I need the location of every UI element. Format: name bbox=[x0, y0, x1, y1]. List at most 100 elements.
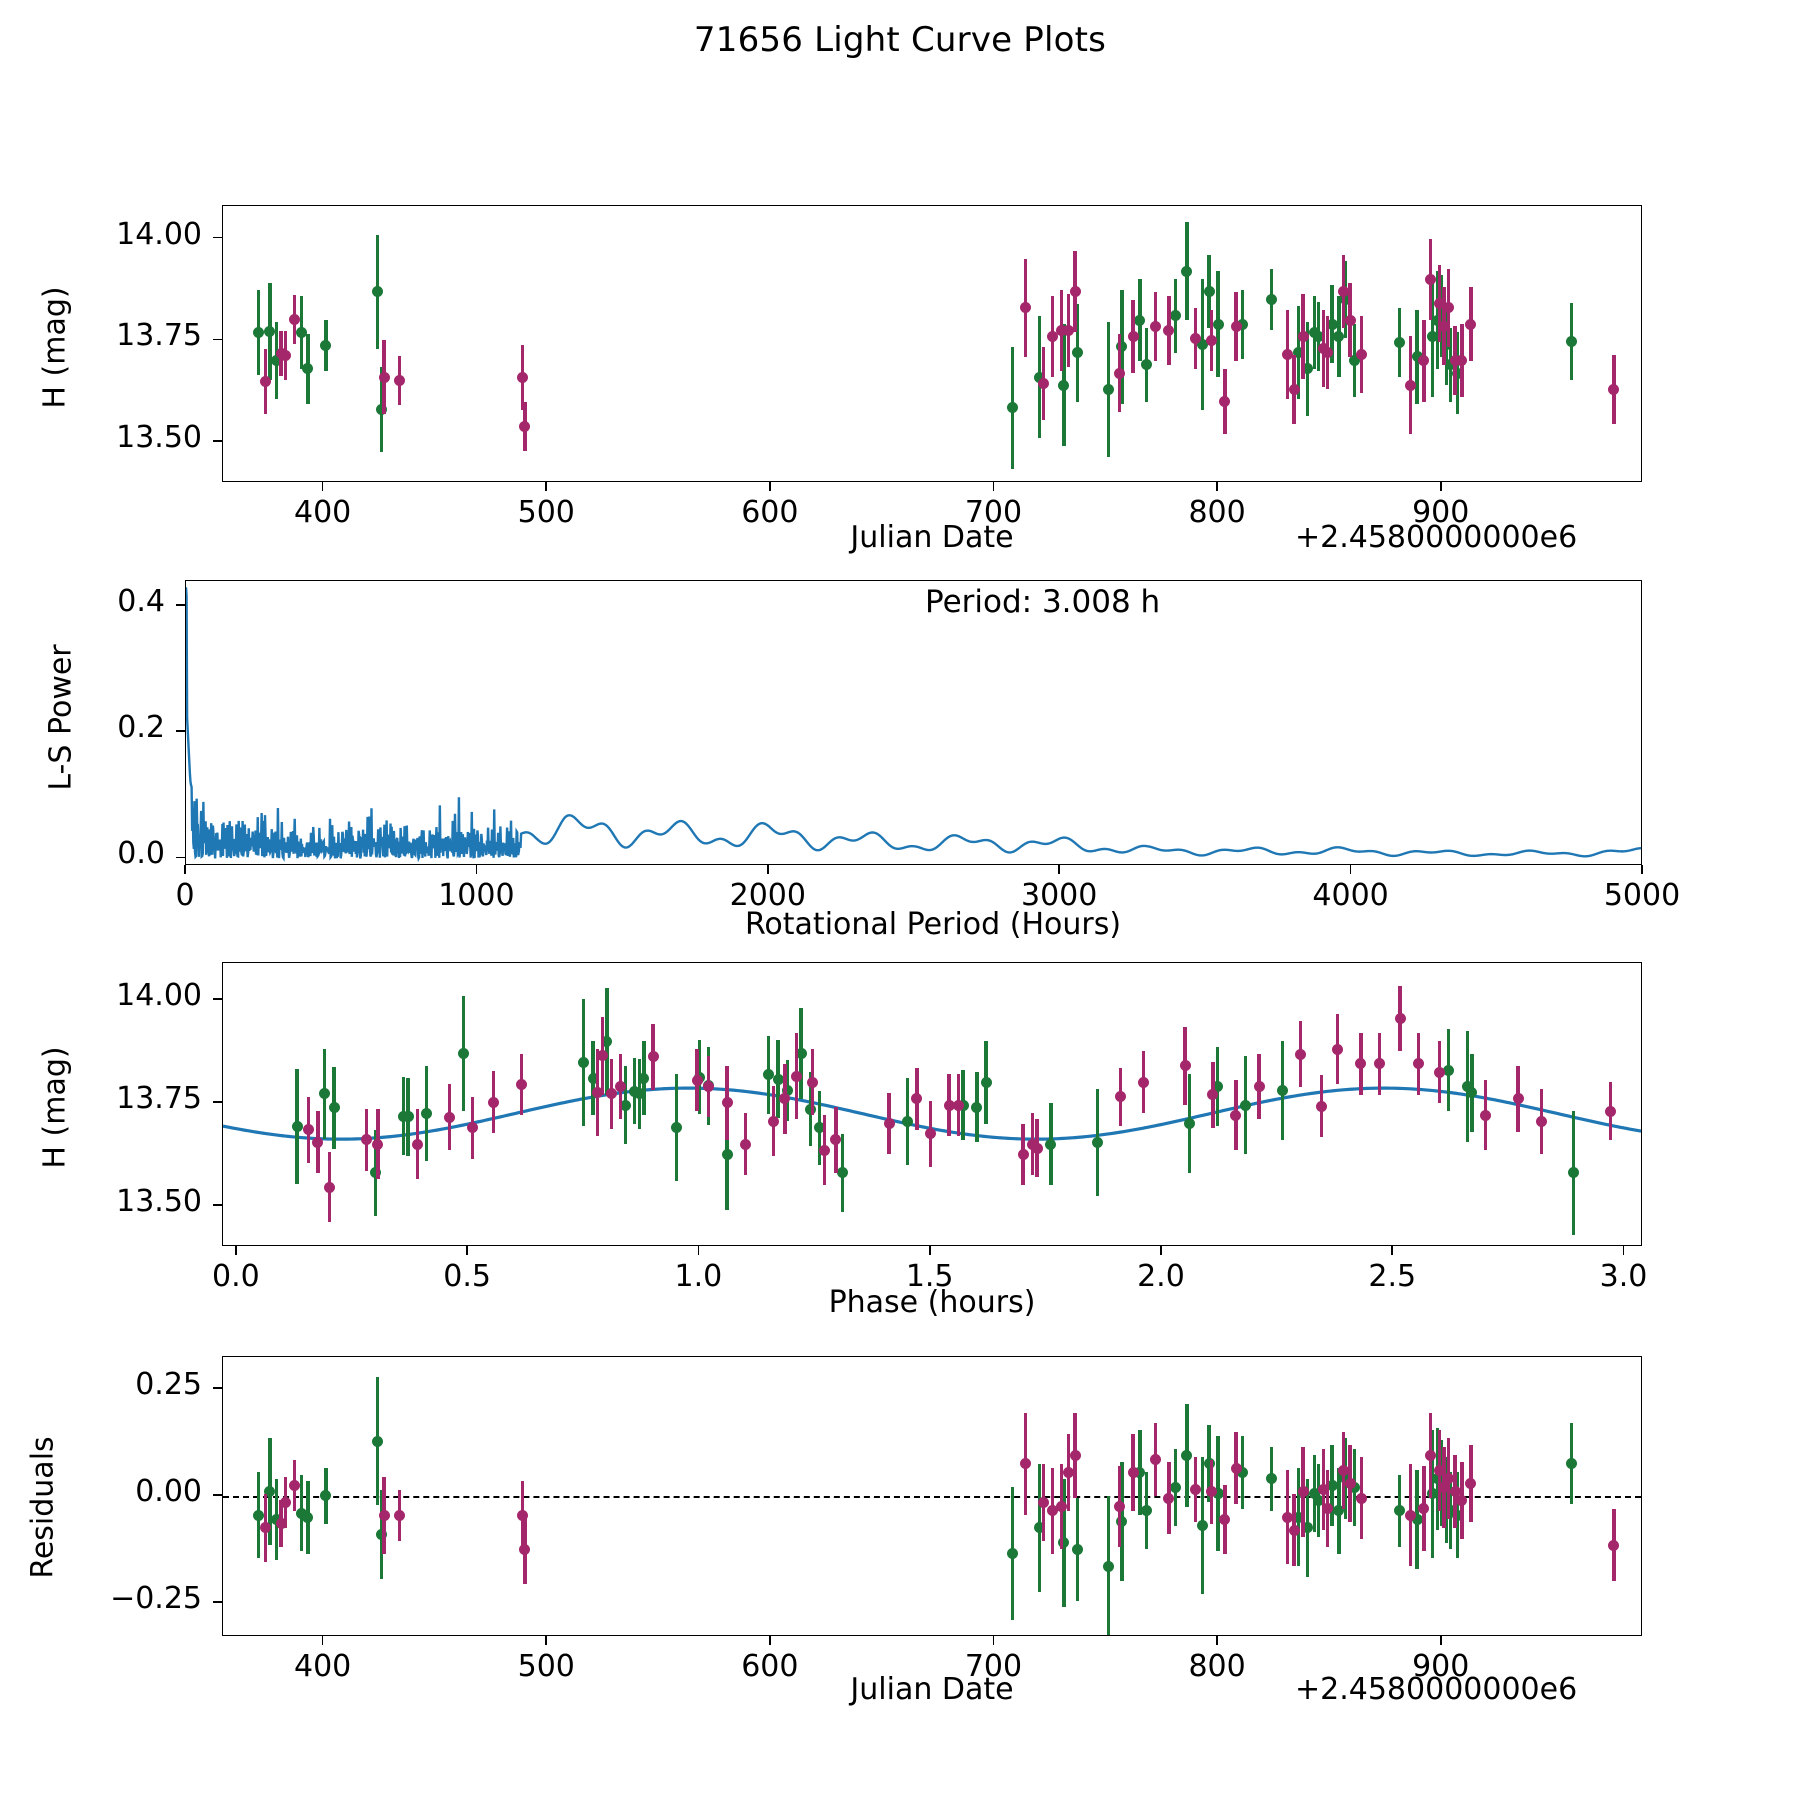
data-point bbox=[911, 1093, 923, 1105]
ytick-label: 0.2 bbox=[117, 710, 165, 746]
xtick-mark bbox=[992, 1636, 995, 1645]
data-point bbox=[1181, 1449, 1193, 1461]
xtick-label: 3000 bbox=[1021, 878, 1098, 913]
data-point bbox=[1103, 383, 1115, 395]
ytick-mark bbox=[176, 604, 185, 607]
xtick-mark bbox=[1216, 1636, 1218, 1645]
data-point bbox=[1205, 1486, 1217, 1498]
xtick-mark bbox=[545, 1636, 548, 1645]
xtick-mark bbox=[545, 482, 548, 491]
data-point bbox=[372, 1138, 384, 1150]
data-point bbox=[1134, 1466, 1146, 1478]
data-point bbox=[1230, 1462, 1242, 1474]
data-point bbox=[1313, 330, 1325, 342]
data-point bbox=[394, 1509, 406, 1521]
data-point bbox=[376, 404, 388, 416]
data-point bbox=[1212, 1488, 1224, 1500]
data-point bbox=[1237, 1466, 1249, 1478]
data-point bbox=[253, 1509, 265, 1521]
data-point bbox=[1427, 1488, 1439, 1500]
xtick-mark bbox=[321, 482, 324, 491]
data-point bbox=[1355, 349, 1367, 361]
data-point bbox=[791, 1070, 803, 1082]
ytick-mark bbox=[213, 338, 222, 341]
data-point bbox=[302, 363, 314, 375]
data-point bbox=[1163, 1492, 1175, 1504]
data-point bbox=[517, 1509, 529, 1521]
xtick-label: 900 bbox=[1412, 495, 1470, 530]
data-point bbox=[980, 1076, 992, 1088]
data-point bbox=[1127, 1466, 1139, 1478]
data-point bbox=[1418, 1503, 1430, 1515]
xtick-label: 4000 bbox=[1312, 878, 1389, 913]
xtick-mark bbox=[1058, 865, 1061, 874]
xtick-label: 700 bbox=[964, 495, 1023, 530]
data-point bbox=[1393, 336, 1405, 348]
data-point bbox=[1071, 347, 1083, 359]
data-point bbox=[601, 1035, 613, 1047]
data-point bbox=[772, 1073, 784, 1085]
xtick-mark bbox=[235, 1246, 237, 1255]
data-point bbox=[1295, 1048, 1307, 1060]
data-point bbox=[721, 1097, 733, 1109]
data-point bbox=[1017, 1148, 1029, 1160]
data-point bbox=[1056, 324, 1068, 336]
data-point bbox=[1393, 1505, 1405, 1517]
data-point bbox=[1326, 318, 1338, 330]
data-point bbox=[578, 1057, 590, 1069]
xtick-mark bbox=[769, 482, 771, 491]
data-point bbox=[721, 1148, 733, 1160]
ytick-mark bbox=[213, 440, 222, 443]
data-point bbox=[596, 1050, 608, 1062]
data-point bbox=[1434, 298, 1445, 310]
data-point bbox=[320, 1490, 332, 1502]
data-point bbox=[971, 1101, 983, 1113]
data-point bbox=[1349, 1481, 1361, 1493]
ytick-mark bbox=[176, 730, 185, 733]
data-point bbox=[1333, 330, 1345, 342]
ytick-label: 13.50 bbox=[116, 1183, 202, 1219]
data-point bbox=[1071, 1543, 1083, 1555]
data-point bbox=[1332, 1043, 1344, 1055]
data-point bbox=[703, 1080, 715, 1092]
data-point bbox=[1431, 314, 1443, 326]
data-point bbox=[837, 1167, 849, 1179]
data-point bbox=[519, 421, 531, 433]
data-point bbox=[1344, 314, 1356, 326]
data-point bbox=[1230, 320, 1242, 332]
xlabel-phase-hours: Phase (hours) bbox=[828, 1285, 1036, 1320]
data-point bbox=[619, 1099, 631, 1111]
data-point bbox=[1337, 286, 1349, 298]
data-point bbox=[1465, 1477, 1477, 1489]
data-point bbox=[1461, 1080, 1473, 1092]
xtick-mark bbox=[475, 865, 478, 874]
xtick-mark bbox=[321, 1636, 324, 1645]
data-point bbox=[1137, 1076, 1149, 1088]
xtick-mark bbox=[1641, 865, 1643, 874]
data-point bbox=[1141, 359, 1153, 371]
data-point bbox=[289, 313, 301, 325]
x-offset-text-0: +2.4580000000e6 bbox=[1295, 520, 1578, 555]
data-point bbox=[312, 1136, 324, 1148]
data-point bbox=[1196, 1520, 1208, 1532]
data-point bbox=[943, 1099, 955, 1111]
data-point bbox=[691, 1074, 703, 1086]
ytick-label: 14.00 bbox=[116, 216, 202, 252]
data-point bbox=[259, 375, 271, 387]
data-point bbox=[1031, 1142, 1043, 1154]
data-point bbox=[1114, 1501, 1126, 1513]
data-point bbox=[1442, 1473, 1454, 1485]
ytick-mark bbox=[176, 856, 185, 859]
data-point bbox=[606, 1088, 618, 1100]
data-point bbox=[1293, 347, 1305, 359]
data-point bbox=[1605, 1105, 1617, 1117]
data-point bbox=[371, 286, 383, 298]
data-point bbox=[360, 1134, 372, 1146]
data-point bbox=[1411, 351, 1423, 363]
xtick-label: 0 bbox=[175, 878, 195, 913]
xtick-label: 700 bbox=[964, 1649, 1023, 1684]
xtick-label: 1.5 bbox=[905, 1259, 954, 1294]
plotarea-residuals bbox=[223, 1357, 1641, 1635]
data-point bbox=[1466, 1087, 1478, 1099]
